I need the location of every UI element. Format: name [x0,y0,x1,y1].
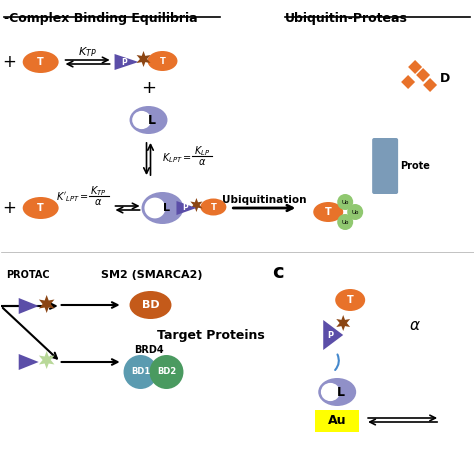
Text: Ubiquitination: Ubiquitination [222,195,307,205]
Text: Ub: Ub [351,210,359,215]
Text: BD2: BD2 [157,367,176,376]
Text: L: L [163,203,170,213]
Ellipse shape [318,378,356,406]
Text: P: P [122,57,128,66]
Polygon shape [323,320,343,350]
Text: T: T [347,295,354,305]
Text: Prote: Prote [400,161,430,171]
Text: T: T [325,207,332,217]
Text: PROTAC: PROTAC [6,270,49,280]
Text: P: P [182,203,188,212]
Ellipse shape [335,289,365,311]
FancyBboxPatch shape [372,138,398,194]
Text: T: T [37,57,44,67]
Text: SM2 (SMARCA2): SM2 (SMARCA2) [100,270,202,280]
Text: $\alpha$: $\alpha$ [198,157,207,167]
Text: Au: Au [328,414,346,428]
Ellipse shape [147,51,177,71]
Text: L: L [337,385,345,399]
Ellipse shape [145,198,165,219]
Text: T: T [37,203,44,213]
Ellipse shape [129,106,167,134]
Polygon shape [115,54,138,70]
Text: Ub: Ub [341,219,349,225]
Ellipse shape [132,111,151,129]
Circle shape [124,355,157,389]
Text: $K_{TP}$: $K_{TP}$ [90,184,107,198]
Text: $K_{LPT}=$: $K_{LPT}=$ [163,151,192,165]
Circle shape [337,194,353,210]
Polygon shape [191,198,202,212]
Polygon shape [18,298,39,314]
Text: BD: BD [142,300,159,310]
Text: $K_{LP}$: $K_{LP}$ [194,144,210,158]
Text: L: L [148,113,156,127]
Text: $K_{TP}$: $K_{TP}$ [78,45,97,59]
Polygon shape [176,201,196,215]
Ellipse shape [321,383,340,401]
Text: P: P [327,330,333,339]
FancyBboxPatch shape [315,410,359,432]
Ellipse shape [23,51,59,73]
Text: BRD4: BRD4 [134,345,164,355]
Text: Ub: Ub [341,200,349,204]
Polygon shape [416,68,430,82]
Text: BD1: BD1 [131,367,150,376]
Ellipse shape [201,199,227,216]
Polygon shape [18,354,39,370]
Polygon shape [39,295,55,313]
Polygon shape [401,75,415,89]
Polygon shape [39,351,55,369]
Circle shape [347,204,363,220]
Text: $K'_{LPT}=$: $K'_{LPT}=$ [55,190,89,204]
Text: D: D [440,72,450,84]
Text: $\alpha$: $\alpha$ [94,197,103,207]
Circle shape [337,214,353,230]
Circle shape [149,355,183,389]
Text: T: T [160,56,165,65]
Text: -Complex Binding Equilibria: -Complex Binding Equilibria [4,12,197,25]
Polygon shape [137,51,150,67]
Polygon shape [408,60,422,74]
Text: +: + [2,53,16,71]
Text: Ubiquitin-Proteas: Ubiquitin-Proteas [285,12,408,25]
Text: +: + [2,199,16,217]
Text: Target Proteins: Target Proteins [156,328,264,341]
Polygon shape [423,78,437,92]
Ellipse shape [129,291,172,319]
Text: T: T [210,202,216,211]
Polygon shape [336,315,350,331]
Ellipse shape [142,192,183,224]
Text: c: c [273,263,284,282]
Text: $\alpha$: $\alpha$ [409,318,421,332]
Text: +: + [141,79,156,97]
Ellipse shape [23,197,59,219]
Ellipse shape [313,202,343,222]
